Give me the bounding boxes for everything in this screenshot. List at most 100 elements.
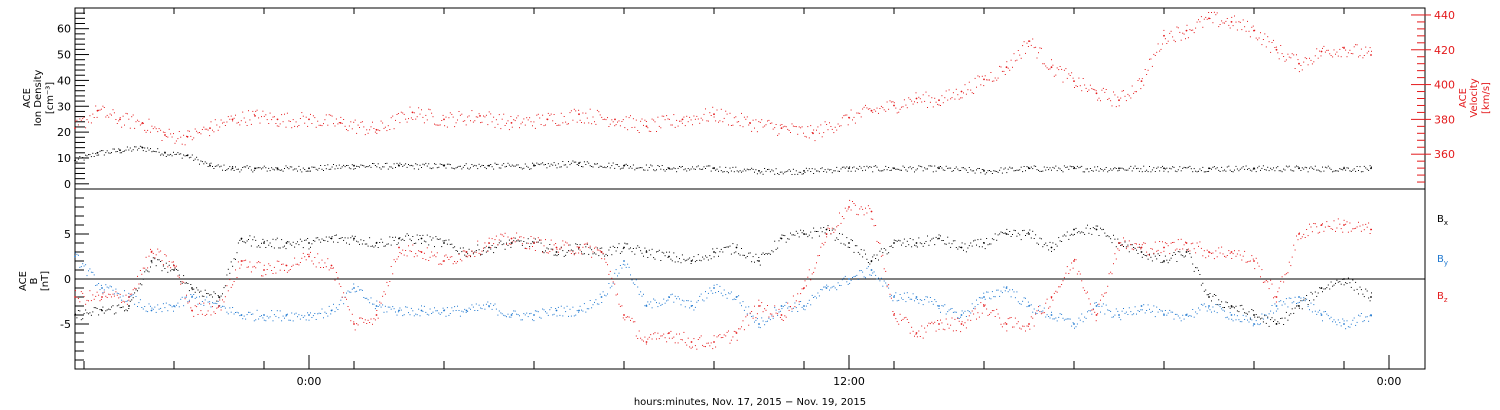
bz-dot [573,254,575,256]
velocity-dot [1138,78,1140,80]
density-dot [993,170,995,172]
velocity-dot [885,110,887,112]
velocity-dot [1089,84,1091,86]
density-dot [1235,165,1237,167]
bz-dot [162,264,164,266]
velocity-dot [524,124,526,126]
density-dot [853,166,855,168]
velocity-dot [1206,18,1208,20]
density-dot [984,173,986,175]
velocity-dot [813,129,815,131]
bx-dot [75,313,76,315]
velocity-dot [250,123,252,125]
bx-dot [174,267,176,269]
bz-dot [596,249,598,251]
density-dot [705,168,706,169]
bz-dot [934,321,936,323]
velocity-dot [1014,60,1016,62]
velocity-dot [1251,26,1253,28]
density-dot [1039,170,1041,172]
by-dot [697,300,699,302]
bx-dot [1260,318,1261,320]
density-dot [922,170,924,172]
density-dot [112,148,114,150]
velocity-dot [75,120,76,122]
by-dot [302,316,304,318]
bz-dot [957,318,959,319]
density-dot [1157,166,1159,168]
bz-dot [914,335,915,337]
bz-dot [1195,252,1197,254]
bx-dot [92,311,94,313]
by-dot [480,307,482,309]
bx-dot [197,289,199,291]
bx-dot [543,252,545,254]
bz-dot [298,264,300,266]
bz-dot [899,313,901,315]
velocity-dot [713,116,715,118]
bz-dot [581,253,582,255]
by-point [893,296,895,298]
velocity-point [983,78,985,81]
bx-dot [595,253,597,255]
bz-dot [1206,249,1208,251]
density-dot [1368,169,1370,171]
bx-dot [1040,238,1042,240]
by-dot [1277,308,1279,310]
bx-dot [295,243,297,245]
by-dot [347,290,349,292]
velocity-dot [325,114,327,116]
density-dot [748,169,750,171]
bz-dot [408,245,409,247]
density-dot [201,161,203,163]
velocity-dot [457,119,458,121]
bx-dot [1162,261,1163,263]
bx-dot [1350,286,1352,288]
bx-dot [510,246,512,248]
bx-dot [1363,296,1365,298]
bz-dot [1218,247,1220,249]
bz-dot [103,291,105,293]
bx-point [713,251,715,253]
bz-dot [400,253,402,255]
velocity-dot [286,112,288,114]
bx-dot [422,234,424,236]
velocity-dot [1303,61,1305,63]
bx-dot [1149,253,1150,255]
by-dot [817,292,819,294]
by-dot [289,319,291,321]
bz-dot [863,214,865,216]
velocity-dot [240,120,242,122]
density-dot [834,170,836,172]
density-dot [434,163,435,165]
by-dot [89,268,91,270]
bx-dot [632,248,634,249]
by-dot [631,279,633,281]
density-dot [628,167,630,169]
bx-dot [1297,305,1299,307]
by-dot [278,317,280,319]
bz-dot [459,258,461,260]
velocity-dot [85,127,87,129]
by-dot [732,299,734,301]
bz-dot [787,302,789,304]
velocity-dot [788,129,790,131]
by-dot [934,299,936,301]
density-dot [605,167,607,169]
velocity-dot [201,129,203,130]
bx-dot [356,240,358,242]
bz-dot [239,267,241,269]
bz-dot [504,232,506,234]
bz-dot [158,251,160,253]
bx-dot [1316,295,1318,297]
bx-dot [1274,319,1276,321]
by-dot [588,308,590,310]
bx-dot [1356,288,1358,290]
density-dot [1278,170,1280,172]
velocity-dot [958,98,960,100]
velocity-dot [184,144,186,146]
velocity-dot [641,118,643,120]
by-dot [113,293,115,295]
bx-dot [184,282,186,284]
bx-dot [478,249,480,251]
